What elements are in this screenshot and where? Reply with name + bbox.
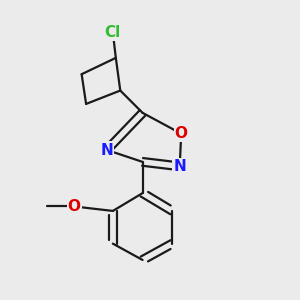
Text: O: O [175,126,188,141]
Text: N: N [100,142,113,158]
Text: N: N [173,159,186,174]
Text: Cl: Cl [105,25,121,40]
Text: O: O [68,199,81,214]
